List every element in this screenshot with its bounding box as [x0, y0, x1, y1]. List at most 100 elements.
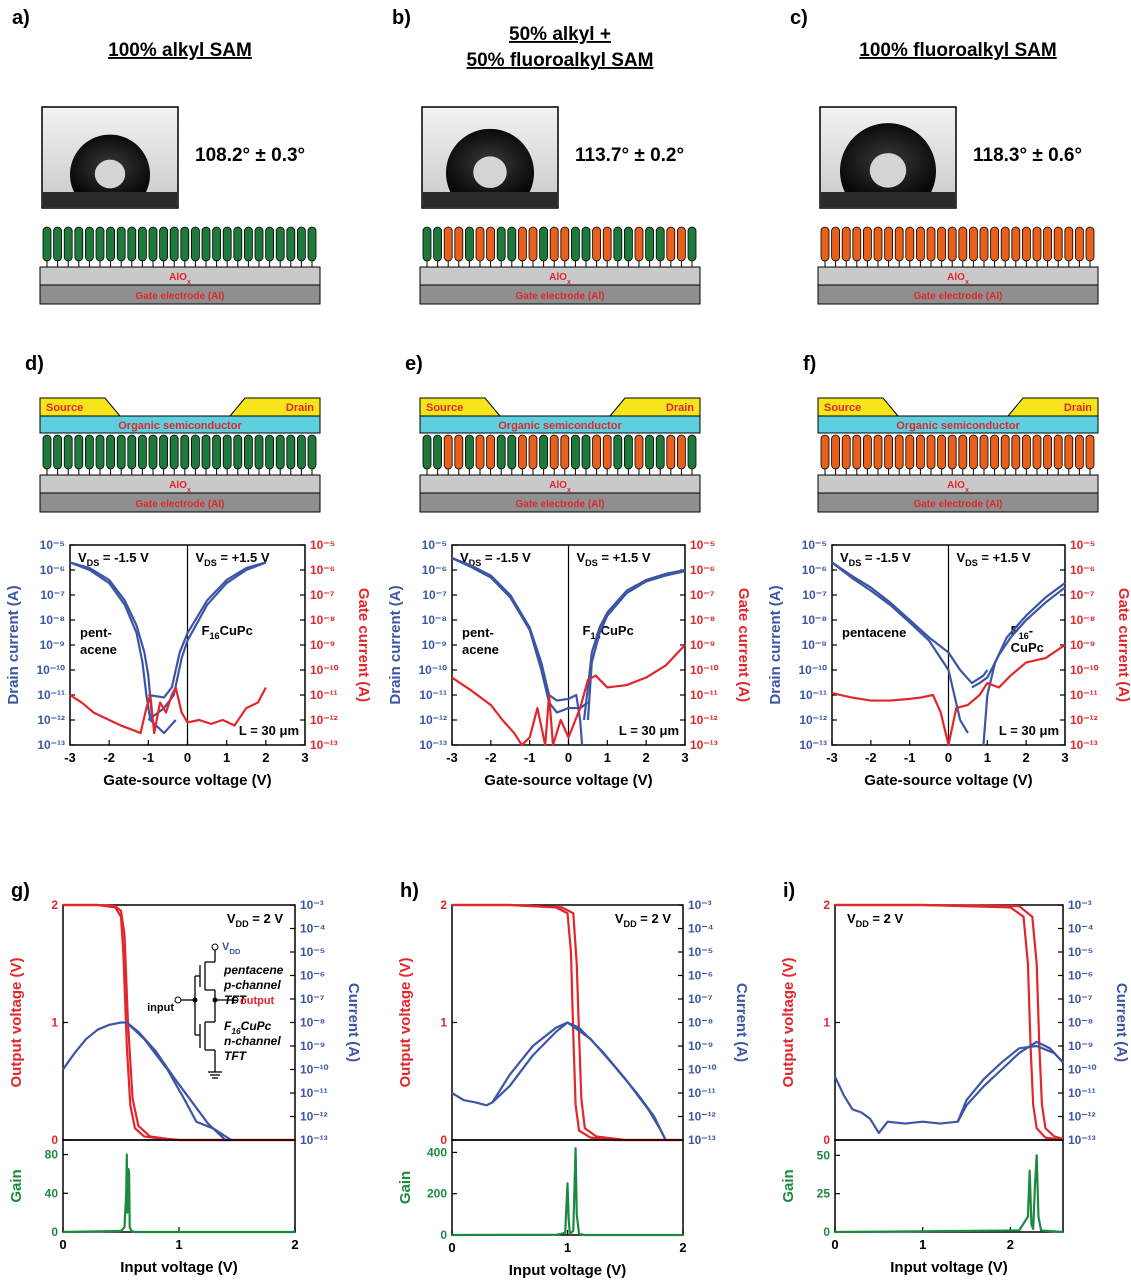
y2-tick-label: 10⁻¹² — [688, 1110, 716, 1124]
text-part: V — [227, 911, 236, 926]
sam-molecule — [169, 434, 179, 470]
panel-title: 100% fluoroalkyl SAM — [859, 40, 1056, 61]
sam-molecule — [42, 226, 52, 262]
sam-molecule — [581, 434, 591, 470]
sam-molecule — [969, 434, 978, 470]
data-line — [491, 1021, 667, 1141]
text-part: = -1.5 V — [481, 550, 531, 565]
sam-molecule — [63, 226, 73, 262]
sam-molecule — [990, 434, 999, 470]
text-part: AlO — [947, 480, 965, 491]
sam-molecule — [159, 226, 169, 262]
sam-molecule — [884, 434, 893, 470]
data-line — [956, 1044, 1064, 1123]
x-tick-label: -3 — [826, 750, 838, 765]
text-part: = 2 V — [869, 911, 904, 926]
y2-axis-label: Gate current (A) — [1115, 588, 1131, 702]
y2-tick-label: 10⁻⁴ — [1068, 922, 1094, 936]
annotation: acene — [462, 642, 499, 657]
sam-molecule — [507, 434, 517, 470]
sam-molecule — [180, 434, 190, 470]
sam-molecule — [602, 434, 612, 470]
sam-molecule — [539, 226, 548, 262]
drain-label: Drain — [286, 402, 314, 414]
sam-molecule — [159, 434, 169, 470]
text-part: DS — [849, 558, 862, 568]
data-line — [835, 903, 1064, 1142]
y-tick-label: 10⁻¹² — [799, 713, 827, 727]
text-part: x — [965, 279, 969, 286]
x-tick-label: 0 — [565, 750, 572, 765]
text-part: 16 — [590, 631, 600, 641]
y-axis-label: Output voltage (V) — [8, 958, 25, 1088]
sam-molecule — [666, 434, 676, 470]
panel-title: 50% fluoroalkyl SAM — [467, 50, 654, 71]
sam-molecule — [926, 226, 936, 262]
y2-tick-label: 10⁻⁵ — [690, 538, 715, 552]
y-axis-label: Output voltage (V) — [397, 958, 414, 1088]
y-tick-label: 10⁻¹¹ — [37, 688, 65, 702]
droplet-highlight — [869, 153, 907, 188]
x-tick-label: 1 — [175, 1237, 182, 1252]
y-tick-label: 10⁻¹⁰ — [799, 663, 828, 677]
sam-molecule — [85, 226, 94, 262]
y-tick-label: 10⁻¹² — [419, 713, 447, 727]
gate-label: Gate electrode (Al) — [136, 499, 225, 510]
y2-tick-label: 10⁻⁴ — [300, 922, 326, 936]
text-part: CuPc — [220, 623, 253, 638]
y-tick-label: 10⁻⁵ — [802, 538, 827, 552]
gate-layer — [39, 492, 321, 513]
y2-tick-label: 10⁻⁶ — [1068, 969, 1093, 983]
sam-molecule — [212, 226, 222, 262]
gate-layer — [39, 284, 321, 305]
annotation: L = 30 μm — [999, 723, 1059, 738]
y2-tick-label: 10⁻⁷ — [300, 992, 325, 1006]
x-tick-label: 2 — [291, 1237, 298, 1252]
y-tick-label: 1 — [440, 1016, 447, 1030]
oxide-label: AlOx — [169, 480, 191, 494]
gate-label: Gate electrode (Al) — [914, 291, 1003, 302]
sam-molecule — [1053, 434, 1063, 470]
source-label: Source — [46, 402, 83, 414]
text-part: DD — [229, 947, 241, 956]
y-tick-label: 10⁻⁷ — [422, 588, 447, 602]
annotation: F16CuPc — [583, 623, 634, 641]
data-line — [148, 561, 267, 699]
substrate — [821, 192, 955, 207]
panel-label: b) — [392, 7, 411, 29]
y2-tick-label: 10⁻⁷ — [688, 992, 713, 1006]
sam-molecule — [243, 226, 253, 262]
y2-tick-label: 10⁻¹² — [310, 713, 338, 727]
y2-tick-label: 10⁻¹¹ — [690, 688, 718, 702]
substrate — [43, 192, 177, 207]
y2-tick-label: 10⁻⁸ — [1070, 613, 1095, 627]
drain-label: Drain — [1064, 402, 1092, 414]
panel-label: i) — [783, 880, 795, 902]
x-tick-label: -2 — [103, 750, 115, 765]
source-label: Source — [426, 402, 463, 414]
sam-molecule — [190, 434, 200, 470]
y2-tick-label: 10⁻¹¹ — [1070, 688, 1098, 702]
y2-tick-label: 10⁻¹⁰ — [300, 1063, 329, 1077]
x-tick-label: -1 — [524, 750, 536, 765]
y2-tick-label: 10⁻⁸ — [310, 613, 335, 627]
sam-molecule — [634, 226, 644, 262]
sam-molecule — [507, 226, 517, 262]
text-part: x — [965, 487, 969, 494]
gate-layer — [419, 284, 701, 305]
sam-molecule — [222, 226, 232, 262]
semiconductor-label: Organic semiconductor — [498, 420, 622, 432]
x-axis-label: Input voltage (V) — [120, 1259, 238, 1276]
annotation: VDS = +1.5 V — [957, 550, 1031, 568]
sam-molecule — [1053, 226, 1063, 262]
x-tick-label: 1 — [604, 750, 611, 765]
x-tick-label: 3 — [301, 750, 308, 765]
sam-molecule — [1064, 434, 1074, 470]
sam-molecule — [422, 434, 432, 470]
panel-label: e) — [405, 353, 423, 375]
y2-tick-label: 10⁻⁵ — [310, 538, 335, 552]
annotation: VDD = 2 V — [847, 911, 903, 929]
sam-molecule — [916, 434, 925, 470]
sam-molecule — [42, 434, 52, 470]
